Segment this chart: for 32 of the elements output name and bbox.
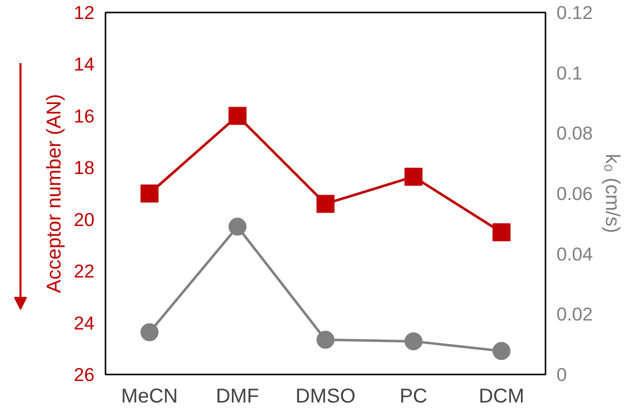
y2-tick-label: 0 <box>556 364 567 385</box>
point <box>140 323 158 342</box>
x-tick-label: PC <box>400 386 428 408</box>
y-tick-label: 24 <box>74 312 95 334</box>
x-tick-label: DCM <box>478 386 524 408</box>
x-tick-label: MeCN <box>121 386 178 408</box>
y-tick-label: 20 <box>74 208 95 230</box>
point <box>404 168 422 186</box>
point <box>316 194 334 213</box>
y-tick-label: 16 <box>74 105 95 126</box>
y-tick-label: 22 <box>74 260 95 282</box>
y-axis-title: Acceptor number (AN) <box>44 94 66 293</box>
x-tick-label: DMF <box>216 386 260 408</box>
point <box>140 184 158 202</box>
point <box>228 106 246 125</box>
y2-tick-label: 0.06 <box>556 183 593 204</box>
y2-tick-label: 0.08 <box>556 122 593 144</box>
point <box>492 342 510 360</box>
y-tick-label: 26 <box>74 364 95 385</box>
point <box>316 330 334 349</box>
y-tick-label: 14 <box>74 54 95 75</box>
y2-tick-label: 0.02 <box>556 304 593 325</box>
y2-tick-label: 0.04 <box>556 243 593 264</box>
y2-tick-label: 0.12 <box>556 2 593 23</box>
y-tick-label: 18 <box>74 157 95 178</box>
y2-tick-label: 0.1 <box>556 62 582 84</box>
point <box>228 218 246 236</box>
y-tick-label: 12 <box>74 2 95 23</box>
y2-axis-title: k₀ (cm/s) <box>600 154 623 234</box>
x-tick-label: DMSO <box>296 386 356 408</box>
point <box>404 332 422 350</box>
point <box>492 223 510 242</box>
